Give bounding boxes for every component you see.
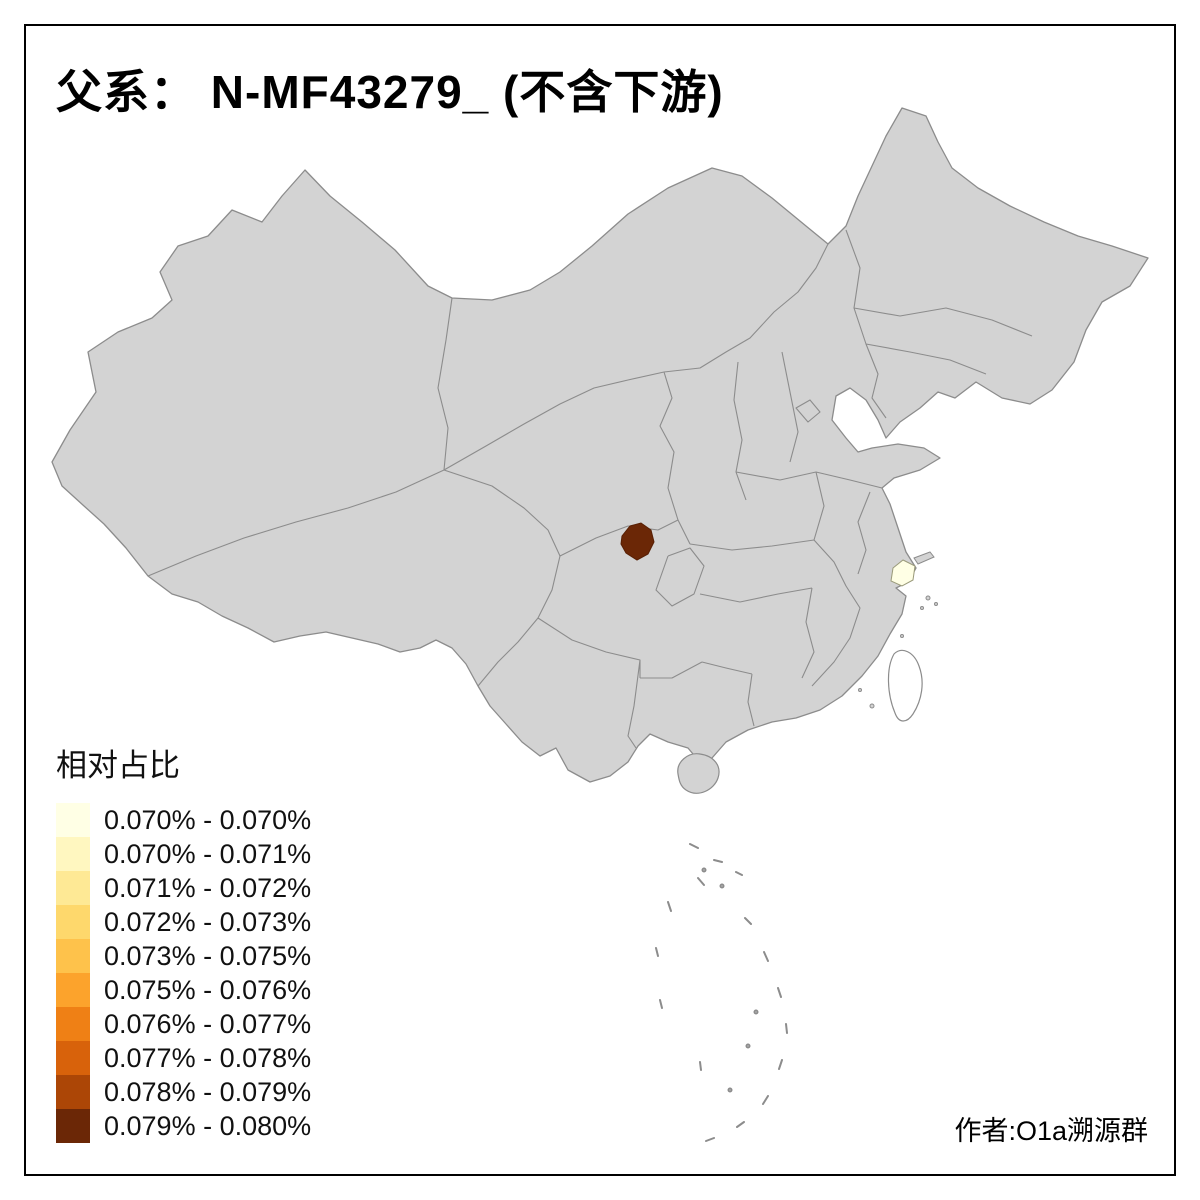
legend-item: 0.075% - 0.076% [56, 973, 311, 1007]
legend-item: 0.070% - 0.071% [56, 837, 311, 871]
region-highlight-sichuan-chengdu [620, 522, 655, 561]
legend-title: 相对占比 [56, 748, 180, 783]
mainland-outline [51, 107, 1149, 783]
province-borders [147, 229, 1033, 749]
legend-item: 0.077% - 0.078% [56, 1041, 311, 1075]
legend-label: 0.070% - 0.071% [104, 838, 312, 869]
map-legend: 相对占比 0.070% - 0.070% 0.070% - 0.071% 0.0… [56, 740, 311, 1143]
legend-item: 0.070% - 0.070% [56, 803, 311, 837]
legend-label: 0.070% - 0.070% [104, 804, 312, 835]
page-title: 父系： N-MF43279_ (不含下游) [56, 66, 724, 118]
legend-swatch [56, 803, 90, 837]
legend-label: 0.076% - 0.077% [104, 1008, 312, 1039]
legend-item: 0.076% - 0.077% [56, 1007, 311, 1041]
legend-swatch [56, 905, 90, 939]
region-highlight-shanghai [890, 559, 916, 587]
legend-swatch [56, 1007, 90, 1041]
legend-item: 0.073% - 0.075% [56, 939, 311, 973]
legend-swatch [56, 1075, 90, 1109]
taiwan-island [887, 649, 923, 722]
legend-label: 0.078% - 0.079% [104, 1076, 312, 1107]
legend-label: 0.073% - 0.075% [104, 940, 312, 971]
legend-swatch [56, 1041, 90, 1075]
legend-swatch [56, 939, 90, 973]
legend-swatch [56, 871, 90, 905]
legend-item: 0.071% - 0.072% [56, 871, 311, 905]
legend-label: 0.075% - 0.076% [104, 974, 312, 1005]
legend-label: 0.071% - 0.072% [104, 872, 312, 903]
legend-swatch [56, 837, 90, 871]
legend-label: 0.077% - 0.078% [104, 1042, 312, 1073]
legend-item: 0.072% - 0.073% [56, 905, 311, 939]
legend-item: 0.079% - 0.080% [56, 1109, 311, 1143]
legend-label: 0.079% - 0.080% [104, 1110, 312, 1141]
hainan-island [677, 753, 720, 794]
legend-swatch [56, 973, 90, 1007]
legend-item: 0.078% - 0.079% [56, 1075, 311, 1109]
south-china-sea-islands [655, 843, 788, 1142]
legend-swatch [56, 1109, 90, 1143]
coastal-islands [858, 551, 938, 709]
attribution-text: 作者:O1a溯源群 [954, 1116, 1148, 1146]
legend-label: 0.072% - 0.073% [104, 906, 312, 937]
